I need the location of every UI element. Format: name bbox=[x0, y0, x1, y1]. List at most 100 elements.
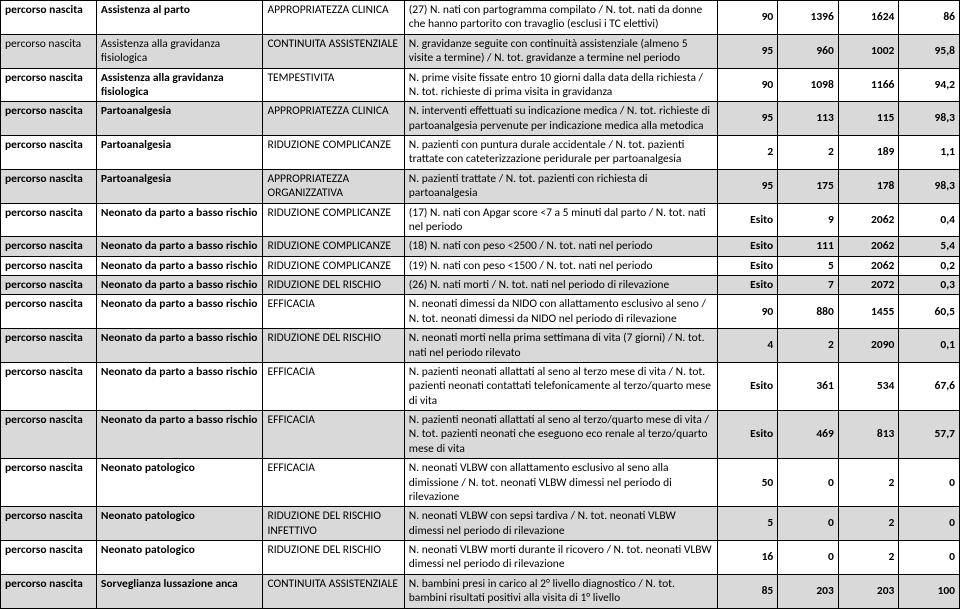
cell-c2: Neonato patologico bbox=[96, 459, 263, 507]
table-row: percorso nascitaPartoanalgesiaRIDUZIONE … bbox=[1, 136, 960, 170]
cell-c1: percorso nascita bbox=[1, 256, 97, 275]
data-table: percorso nascitaAssistenza al partoAPPRO… bbox=[0, 0, 960, 609]
cell-c3: EFFICACIA bbox=[263, 295, 404, 329]
cell-c2: Neonato da parto a basso rischio bbox=[96, 256, 263, 275]
cell-c3: CONTINUITA ASSISTENZIALE bbox=[263, 574, 404, 608]
table-row: percorso nascitaAssistenza al partoAPPRO… bbox=[1, 1, 960, 35]
cell-c1: percorso nascita bbox=[1, 574, 97, 608]
cell-c3: RIDUZIONE COMPLICANZE bbox=[263, 256, 404, 275]
cell-v4: 0 bbox=[899, 459, 960, 507]
cell-c1: percorso nascita bbox=[1, 68, 97, 102]
cell-v3: 2062 bbox=[838, 237, 899, 256]
table-row: percorso nascitaPartoanalgesiaAPPROPRIAT… bbox=[1, 169, 960, 203]
cell-v1: 16 bbox=[717, 541, 778, 575]
cell-c1: percorso nascita bbox=[1, 507, 97, 541]
table-row: percorso nascitaNeonato da parto a basso… bbox=[1, 256, 960, 275]
cell-c2: Partoanalgesia bbox=[96, 136, 263, 170]
cell-v4: 60,5 bbox=[899, 295, 960, 329]
table-row: percorso nascitaNeonato da parto a basso… bbox=[1, 329, 960, 363]
cell-c1: percorso nascita bbox=[1, 329, 97, 363]
cell-c1: percorso nascita bbox=[1, 276, 97, 295]
cell-c2: Neonato patologico bbox=[96, 507, 263, 541]
cell-v4: 94,2 bbox=[899, 68, 960, 102]
cell-v2: 175 bbox=[778, 169, 839, 203]
cell-v2: 0 bbox=[778, 459, 839, 507]
cell-v4: 95,8 bbox=[899, 34, 960, 68]
cell-v2: 1396 bbox=[778, 1, 839, 35]
cell-c4: (26) N. nati morti / N. tot. nati nel pe… bbox=[404, 276, 717, 295]
table-row: percorso nascitaNeonato da parto a basso… bbox=[1, 203, 960, 237]
cell-v3: 2 bbox=[838, 541, 899, 575]
cell-c2: Partoanalgesia bbox=[96, 169, 263, 203]
cell-c4: N. neonati dimessi da NIDO con allattame… bbox=[404, 295, 717, 329]
cell-v4: 0,3 bbox=[899, 276, 960, 295]
cell-c4: N. pazienti trattate / N. tot. pazienti … bbox=[404, 169, 717, 203]
cell-v1: Esito bbox=[717, 362, 778, 410]
cell-c3: RIDUZIONE COMPLICANZE bbox=[263, 203, 404, 237]
cell-c4: (27) N. nati con partogramma compilato /… bbox=[404, 1, 717, 35]
table-row: percorso nascitaNeonato da parto a basso… bbox=[1, 295, 960, 329]
cell-v1: 95 bbox=[717, 102, 778, 136]
cell-v3: 1624 bbox=[838, 1, 899, 35]
table-row: percorso nascitaNeonato da parto a basso… bbox=[1, 237, 960, 256]
cell-v2: 960 bbox=[778, 34, 839, 68]
cell-v4: 67,6 bbox=[899, 362, 960, 410]
cell-v4: 5,4 bbox=[899, 237, 960, 256]
cell-c2: Neonato da parto a basso rischio bbox=[96, 362, 263, 410]
cell-c4: (17) N. nati con Apgar score <7 a 5 minu… bbox=[404, 203, 717, 237]
cell-c3: RIDUZIONE DEL RISCHIO bbox=[263, 329, 404, 363]
cell-v2: 111 bbox=[778, 237, 839, 256]
cell-c3: RIDUZIONE DEL RISCHIO bbox=[263, 541, 404, 575]
cell-v4: 0,4 bbox=[899, 203, 960, 237]
table-row: percorso nascitaNeonato patologicoRIDUZI… bbox=[1, 541, 960, 575]
cell-v3: 115 bbox=[838, 102, 899, 136]
cell-c3: APPROPRIATEZZA CLINICA bbox=[263, 102, 404, 136]
cell-c4: N. pazienti con puntura durale accidenta… bbox=[404, 136, 717, 170]
cell-v4: 0 bbox=[899, 541, 960, 575]
table-row: percorso nascitaNeonato patologicoEFFICA… bbox=[1, 459, 960, 507]
cell-c1: percorso nascita bbox=[1, 362, 97, 410]
cell-v3: 2072 bbox=[838, 276, 899, 295]
cell-v1: Esito bbox=[717, 203, 778, 237]
cell-v4: 98,3 bbox=[899, 102, 960, 136]
cell-v2: 0 bbox=[778, 541, 839, 575]
cell-v1: 4 bbox=[717, 329, 778, 363]
cell-c2: Sorveglianza lussazione anca bbox=[96, 574, 263, 608]
cell-v2: 0 bbox=[778, 507, 839, 541]
cell-c2: Neonato da parto a basso rischio bbox=[96, 295, 263, 329]
cell-c1: percorso nascita bbox=[1, 102, 97, 136]
cell-c1: percorso nascita bbox=[1, 295, 97, 329]
cell-v4: 1,1 bbox=[899, 136, 960, 170]
cell-c4: N. neonati VLBW con sepsi tardiva / N. t… bbox=[404, 507, 717, 541]
table-row: percorso nascitaNeonato da parto a basso… bbox=[1, 411, 960, 459]
cell-c3: EFFICACIA bbox=[263, 362, 404, 410]
cell-c3: RIDUZIONE DEL RISCHIO INFETTIVO bbox=[263, 507, 404, 541]
cell-v1: 90 bbox=[717, 295, 778, 329]
cell-c4: (19) N. nati con peso <1500 / N. tot. na… bbox=[404, 256, 717, 275]
cell-c2: Neonato patologico bbox=[96, 541, 263, 575]
cell-v3: 178 bbox=[838, 169, 899, 203]
cell-c2: Partoanalgesia bbox=[96, 102, 263, 136]
cell-c1: percorso nascita bbox=[1, 541, 97, 575]
cell-c3: RIDUZIONE DEL RISCHIO bbox=[263, 276, 404, 295]
cell-v3: 534 bbox=[838, 362, 899, 410]
cell-v1: 85 bbox=[717, 574, 778, 608]
cell-c4: N. neonati morti nella prima settimana d… bbox=[404, 329, 717, 363]
cell-v2: 9 bbox=[778, 203, 839, 237]
cell-v1: 50 bbox=[717, 459, 778, 507]
table-row: percorso nascitaAssistenza alla gravidan… bbox=[1, 68, 960, 102]
cell-c3: APPROPRIATEZZA ORGANIZZATIVA bbox=[263, 169, 404, 203]
cell-c3: TEMPESTIVITA bbox=[263, 68, 404, 102]
cell-v4: 0,1 bbox=[899, 329, 960, 363]
cell-c4: N. pazienti neonati allattati al seno al… bbox=[404, 362, 717, 410]
table-row: percorso nascitaPartoanalgesiaAPPROPRIAT… bbox=[1, 102, 960, 136]
cell-v4: 57,7 bbox=[899, 411, 960, 459]
cell-v2: 7 bbox=[778, 276, 839, 295]
cell-c3: RIDUZIONE COMPLICANZE bbox=[263, 136, 404, 170]
cell-c1: percorso nascita bbox=[1, 169, 97, 203]
cell-c2: Neonato da parto a basso rischio bbox=[96, 237, 263, 256]
cell-v3: 2 bbox=[838, 459, 899, 507]
cell-c4: N. gravidanze seguite con continuità ass… bbox=[404, 34, 717, 68]
cell-v3: 189 bbox=[838, 136, 899, 170]
cell-c3: EFFICACIA bbox=[263, 411, 404, 459]
